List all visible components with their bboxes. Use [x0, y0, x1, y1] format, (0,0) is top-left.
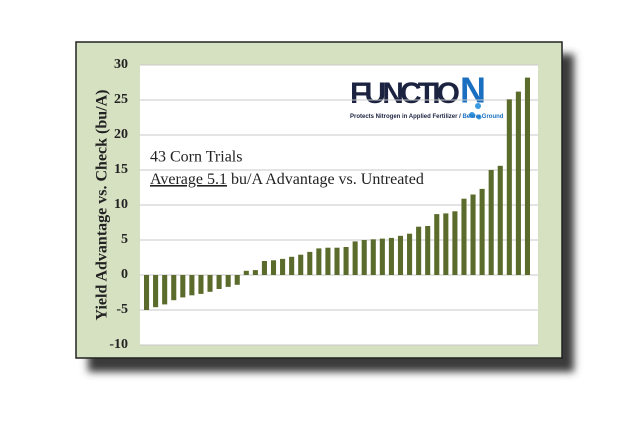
bar	[343, 247, 349, 275]
y-tick-label: 30	[114, 57, 128, 72]
bar	[416, 226, 422, 275]
annotation: 43 Corn Trials	[150, 149, 242, 166]
bar	[280, 258, 286, 275]
bar	[397, 235, 404, 275]
bar	[443, 213, 449, 275]
bar	[524, 77, 531, 275]
bar	[470, 194, 476, 275]
bar	[252, 270, 258, 275]
logo-dot	[469, 112, 475, 118]
bar	[153, 275, 159, 308]
bar	[307, 251, 313, 275]
bar	[334, 247, 340, 275]
y-tick-label: -10	[109, 337, 128, 352]
y-tick-label: 20	[114, 127, 128, 142]
logo-name: FUNCTIO	[350, 77, 460, 110]
bar	[479, 188, 485, 275]
logo-dot	[475, 103, 481, 109]
bar	[488, 170, 494, 275]
bar	[497, 165, 503, 275]
y-tick-label: 0	[121, 267, 128, 282]
y-axis-label: Yield Advantage vs. Check (bu/A)	[94, 90, 111, 321]
logo-dot	[476, 114, 482, 120]
y-tick-label: 10	[114, 197, 128, 212]
bar	[261, 261, 267, 275]
bar	[225, 275, 231, 287]
bar	[325, 247, 331, 275]
bar	[434, 214, 440, 275]
bar	[461, 198, 467, 275]
bar	[234, 275, 240, 285]
bar	[452, 211, 458, 275]
annotation: bu/A Advantage vs. Untreated	[227, 171, 424, 188]
bar	[270, 260, 277, 275]
annotation-underlined: Average 5.1	[150, 171, 227, 188]
annotation: Average 5.1 bu/A Advantage vs. Untreated	[150, 171, 424, 188]
bar	[370, 239, 376, 275]
y-tick-label: 25	[114, 92, 128, 107]
bar	[298, 254, 304, 275]
bar	[361, 240, 367, 275]
logo-tagline: Protects Nitrogen in Applied Fertilizer …	[350, 114, 462, 120]
bar	[198, 275, 204, 294]
bar	[352, 241, 358, 275]
bar	[379, 238, 385, 275]
bar	[289, 256, 295, 275]
bar	[506, 99, 512, 275]
y-tick-label: 5	[121, 232, 128, 247]
bar	[216, 275, 222, 289]
bar	[207, 275, 213, 292]
bar	[316, 248, 322, 275]
bar	[407, 233, 413, 275]
bar	[180, 275, 186, 298]
bar	[425, 226, 431, 275]
y-tick-label: -5	[116, 302, 128, 317]
logo-name: N	[460, 70, 486, 111]
bar	[189, 275, 195, 296]
bar	[388, 237, 394, 275]
logo-tagline: Below Ground	[462, 114, 503, 120]
bars	[143, 77, 531, 310]
bar	[243, 270, 249, 275]
logo-tagline: Protects Nitrogen in Applied Fertilizer …	[350, 114, 504, 120]
bar	[162, 275, 168, 305]
bar	[171, 275, 177, 301]
bar	[515, 91, 521, 275]
bar	[143, 275, 150, 310]
logo: FUNCTIO N Protects Nitrogen in Applied F…	[350, 70, 504, 120]
y-tick-label: 15	[114, 162, 128, 177]
